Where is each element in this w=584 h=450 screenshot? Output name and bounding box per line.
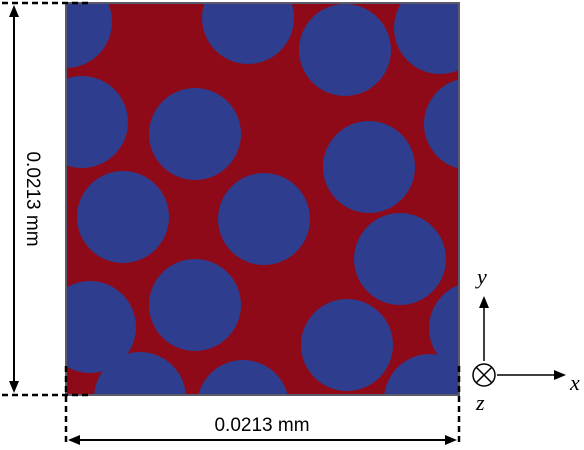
width-dimension-label: 0.0213 mm xyxy=(214,415,309,436)
fiber-cross-section xyxy=(94,352,186,395)
fiber-cross-section xyxy=(424,79,459,169)
fiber-cross-section xyxy=(149,259,241,351)
fiber-cross-section xyxy=(394,3,459,74)
z-axis-cross-line-2 xyxy=(475,366,493,384)
cell-border xyxy=(65,2,460,396)
fiber-cross-section xyxy=(77,171,169,263)
fiber-cross-section xyxy=(66,281,136,373)
fiber-cross-section xyxy=(301,299,393,391)
y-axis-arrowhead xyxy=(479,296,489,308)
coordinate-axes xyxy=(472,305,555,387)
height-dim-arrow-top xyxy=(9,5,19,17)
z-axis-into-page-icon xyxy=(472,363,496,387)
fiber-cross-section xyxy=(323,121,415,213)
fiber-cross-section xyxy=(429,284,459,372)
fiber-cross-section xyxy=(384,354,459,395)
fiber-cross-section xyxy=(218,173,310,265)
fiber-cross-section xyxy=(299,4,391,96)
height-dimension xyxy=(2,1,90,397)
z-axis-label: z xyxy=(475,390,485,415)
fiber-cross-section xyxy=(354,213,446,305)
x-axis-arrowhead xyxy=(554,370,566,380)
height-dim-arrow-bottom xyxy=(9,381,19,393)
unit-cell xyxy=(65,2,460,396)
width-dim-arrow-right xyxy=(445,435,457,445)
fiber-cross-section xyxy=(149,88,241,180)
fiber-group xyxy=(66,3,459,395)
x-axis-label: x xyxy=(569,370,580,395)
fiber-cross-section xyxy=(198,360,288,395)
width-dim-arrow-left xyxy=(68,435,80,445)
width-dimension xyxy=(64,366,461,446)
fiber-cross-section xyxy=(202,3,294,64)
y-axis-label: y xyxy=(475,264,487,289)
fiber-cross-section xyxy=(66,76,128,168)
height-dimension-label: 0.0213 mm xyxy=(22,151,43,246)
fiber-cross-section xyxy=(66,3,112,68)
